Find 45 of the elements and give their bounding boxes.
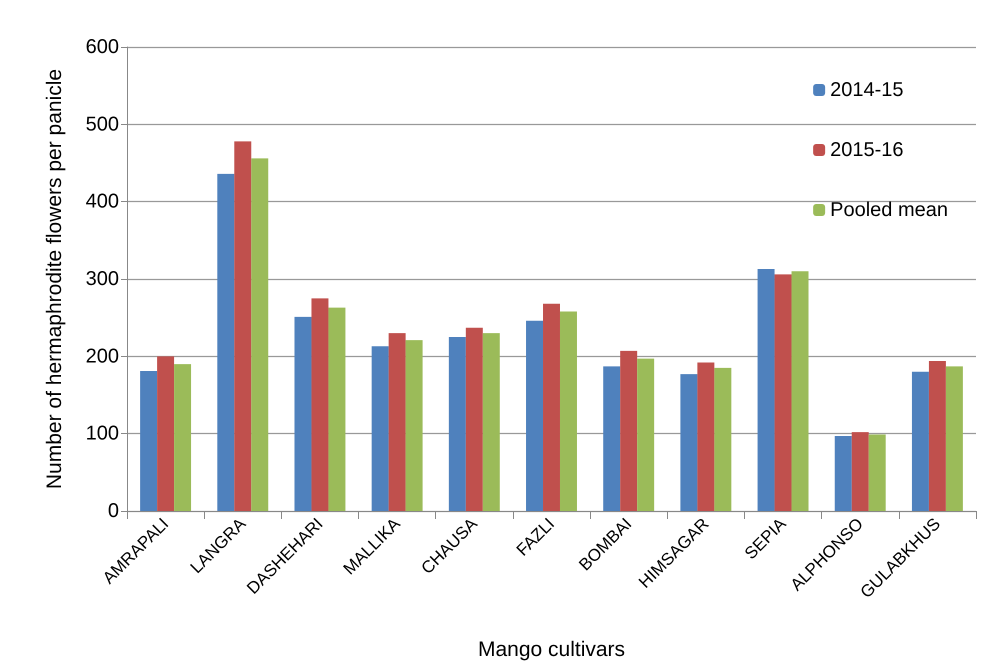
y-tick-label: 0	[108, 500, 119, 522]
bar	[912, 372, 929, 511]
x-axis-title: Mango cultivars	[478, 638, 626, 661]
bar	[637, 358, 654, 511]
bar	[372, 346, 389, 511]
y-axis-title: Number of hermaphrodite flowers per panicle	[43, 68, 66, 490]
bar	[946, 366, 963, 511]
bar	[868, 434, 886, 511]
y-tick-label: 500	[86, 113, 119, 136]
bar	[526, 320, 544, 511]
bar	[294, 316, 312, 511]
bar	[697, 362, 714, 511]
bar	[406, 340, 423, 511]
y-tick-label: 400	[86, 190, 119, 213]
bar	[928, 360, 946, 511]
bar	[680, 374, 698, 511]
bar	[328, 308, 346, 511]
bar	[774, 274, 792, 511]
y-tick-label: 300	[86, 268, 119, 290]
bar	[388, 333, 406, 511]
bar	[311, 298, 328, 511]
bar	[482, 333, 500, 511]
bar	[140, 371, 158, 511]
bar	[157, 356, 174, 511]
bar	[852, 432, 869, 511]
bar	[620, 350, 638, 511]
bar	[560, 311, 577, 511]
bar	[758, 268, 775, 511]
legend-label: 2015-16	[830, 139, 904, 161]
bar	[466, 328, 483, 511]
bar	[543, 304, 560, 511]
bar	[174, 364, 192, 511]
y-tick-label: 100	[86, 422, 119, 445]
bar	[448, 337, 466, 511]
bar	[834, 436, 852, 511]
bar	[714, 368, 732, 511]
bar	[217, 174, 234, 511]
bar	[792, 271, 809, 511]
bar	[603, 366, 620, 511]
legend-label: Pooled mean	[830, 199, 948, 221]
legend-label: 2014-15	[830, 79, 904, 101]
bar	[251, 158, 268, 511]
y-tick-label: 600	[86, 36, 119, 58]
bar	[234, 141, 252, 511]
y-tick-label: 200	[86, 345, 119, 368]
